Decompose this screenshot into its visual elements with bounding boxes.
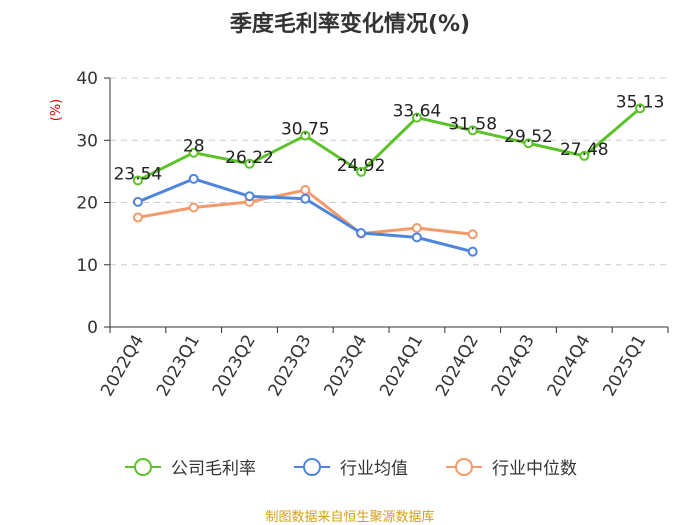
y-tick-label: 20 — [76, 194, 98, 214]
data-point — [300, 193, 311, 204]
x-tick-label: 2024Q2 — [432, 332, 483, 400]
series-layer — [132, 103, 646, 257]
x-tick-label: 2023Q3 — [265, 332, 316, 400]
data-label: 23.54 — [114, 164, 163, 184]
data-label: 31.58 — [448, 114, 497, 134]
legend-marker — [303, 457, 321, 476]
x-tick-label: 2024Q3 — [488, 332, 539, 400]
data-point — [300, 185, 311, 196]
chart-title: 季度毛利率变化情况(%) — [229, 12, 471, 37]
data-label: 24.92 — [337, 156, 386, 176]
x-tick-label: 2022Q4 — [97, 332, 148, 400]
data-point — [188, 202, 199, 213]
data-point — [411, 223, 422, 234]
data-label-layer: 23.54 28 26.22 30.75 24.92 33.64 31.58 29.52 27.… — [114, 92, 665, 184]
grid-layer — [110, 77, 668, 266]
data-point — [132, 175, 143, 186]
data-point — [635, 103, 646, 114]
x-tick-label: 2024Q1 — [376, 332, 427, 400]
data-point — [411, 232, 422, 243]
data-point — [523, 138, 534, 149]
data-point — [132, 212, 143, 223]
data-point — [411, 112, 422, 123]
data-point — [244, 191, 255, 202]
legend-swatch — [125, 457, 161, 476]
data-label: 35.13 — [616, 92, 665, 112]
series-line — [137, 107, 642, 182]
data-point — [300, 130, 311, 141]
y-tick-label: 40 — [76, 69, 98, 89]
legend-item: 行业中位数 — [444, 454, 577, 479]
data-label: 33.64 — [393, 102, 442, 122]
data-label: 30.75 — [281, 120, 330, 140]
legend-swatch — [294, 457, 330, 476]
x-tick-label: 2023Q2 — [209, 332, 260, 400]
data-point — [188, 173, 199, 184]
legend-item: 行业均值 — [292, 454, 408, 479]
legend-marker — [455, 457, 473, 476]
data-label: 28 — [183, 137, 205, 157]
data-label: 26.22 — [225, 148, 274, 168]
legend-swatch — [446, 457, 482, 476]
data-point — [467, 246, 478, 257]
y-tick-label: 10 — [76, 256, 98, 276]
x-tick-label: 2025Q1 — [599, 332, 650, 400]
data-point — [356, 166, 367, 177]
x-tick-label: 2024Q4 — [544, 332, 595, 400]
legend-label: 行业中位数 — [492, 459, 577, 479]
line-chart: 0 10 20 30 40 (%) 2022Q4 2023Q1 2023Q2 2023Q3 2023… — [49, 69, 669, 400]
data-point — [244, 158, 255, 169]
y-axis-label: (%) — [49, 99, 64, 122]
legend: 公司毛利率 行业均值 行业中位数 — [0, 454, 700, 479]
legend-label: 公司毛利率 — [171, 459, 256, 479]
x-tick-label: 2023Q4 — [320, 332, 371, 400]
legend-marker — [134, 457, 152, 476]
legend-item: 公司毛利率 — [123, 454, 256, 479]
x-tick-label: 2023Q1 — [153, 332, 204, 400]
data-point — [467, 229, 478, 240]
data-point — [188, 147, 199, 158]
data-point — [579, 150, 590, 161]
y-tick-label: 30 — [76, 131, 98, 151]
data-label: 27.48 — [560, 140, 609, 160]
source-note: 制图数据来自恒生聚源数据库 — [265, 510, 435, 525]
y-tick-label: 0 — [87, 318, 98, 338]
data-label: 29.52 — [504, 127, 553, 147]
data-point — [132, 196, 143, 207]
legend-label: 行业均值 — [340, 459, 408, 479]
data-point — [356, 228, 367, 239]
data-point — [467, 125, 478, 136]
